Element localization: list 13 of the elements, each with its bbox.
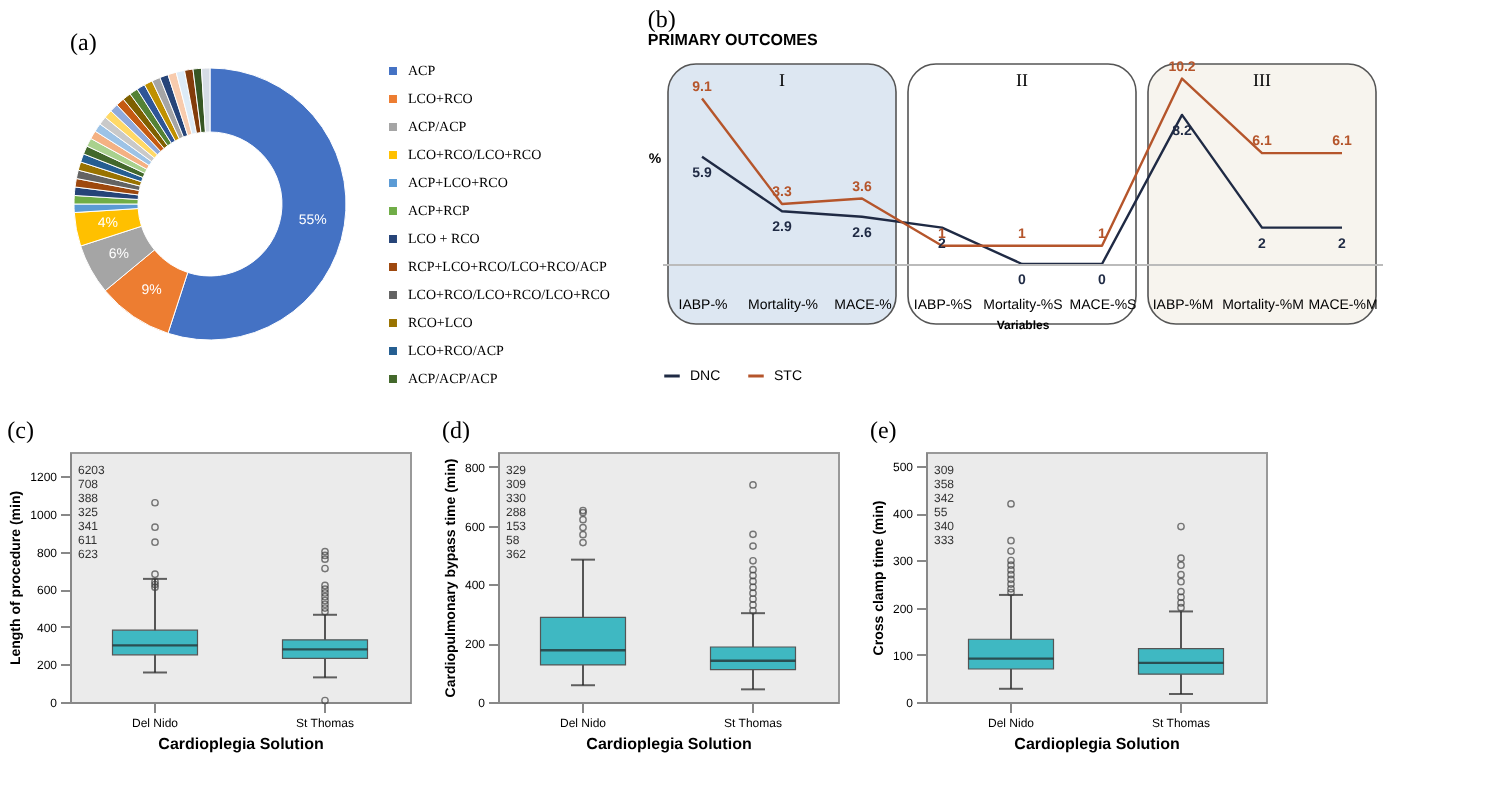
x-axis-title: Cardioplegia Solution	[586, 735, 752, 753]
x-axis-title: Cardioplegia Solution	[1014, 735, 1180, 753]
chart-title: (e)	[869, 416, 897, 444]
band-label: II	[1016, 70, 1028, 90]
chart-title: (c)	[7, 416, 34, 444]
chart-title: (b)	[647, 4, 676, 33]
chart-subtitle: PRIMARY OUTCOMES	[647, 30, 819, 49]
x-axis-title: Cardioplegia Solution	[158, 735, 324, 753]
chart-title: (a)	[70, 28, 97, 56]
donut-slice	[73, 194, 139, 205]
band-label: I	[779, 70, 785, 90]
chart-title: (d)	[441, 416, 470, 444]
band-label: III	[1253, 70, 1271, 90]
